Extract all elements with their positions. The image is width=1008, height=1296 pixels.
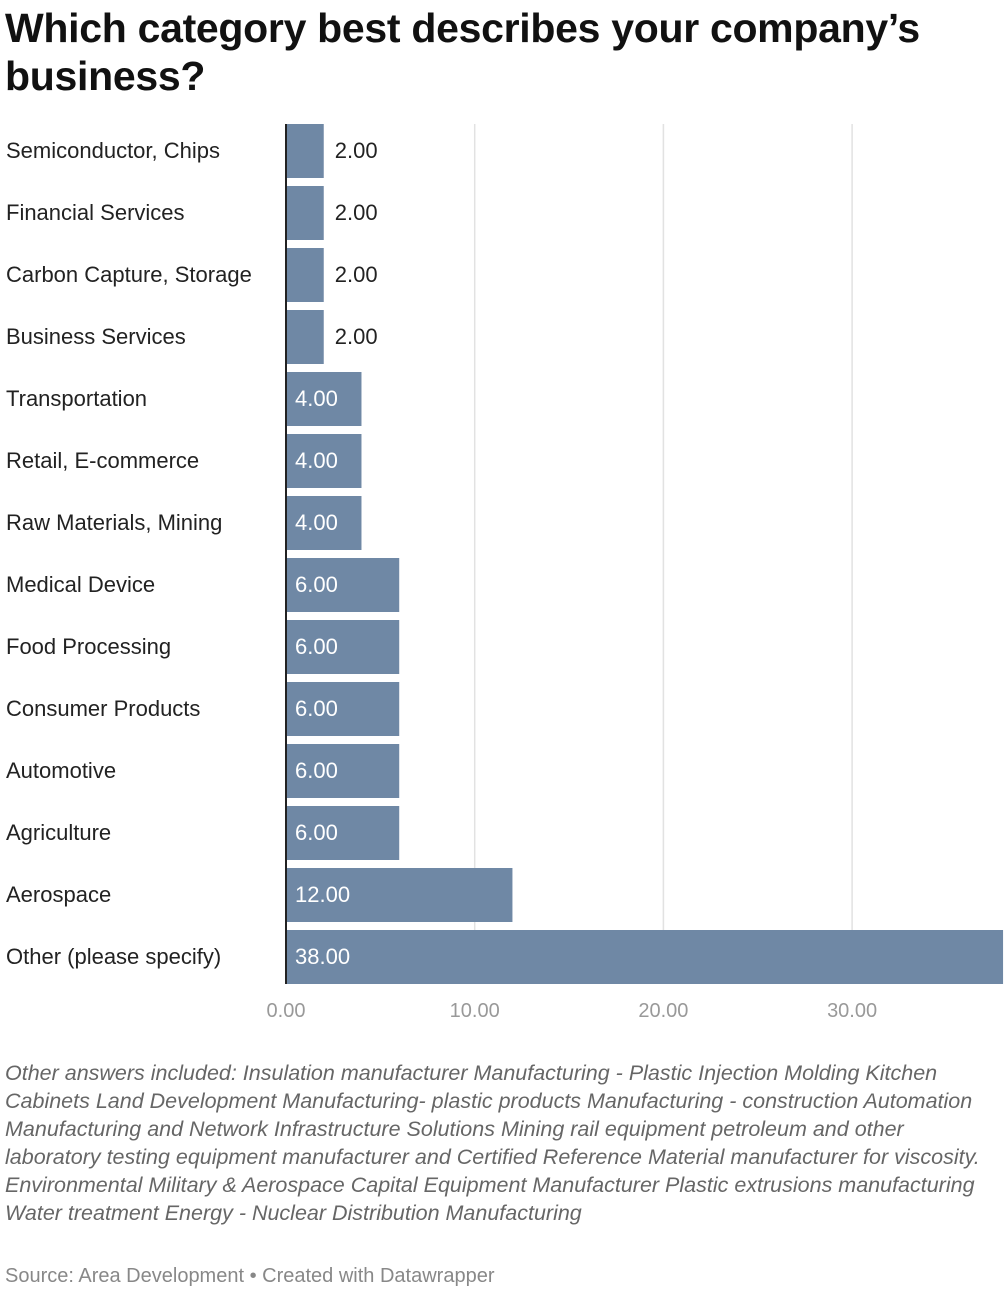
source-line: Source: Area Development • Created with … <box>5 1265 495 1287</box>
category-label: Automotive <box>6 758 116 783</box>
category-label: Other (please specify) <box>6 944 221 969</box>
x-tick-label: 10.00 <box>450 1000 500 1022</box>
bar <box>286 620 400 674</box>
category-label: Transportation <box>6 386 147 411</box>
bar-chart: 0.00 10.00 20.00 30.00 Semiconductor, Chips 2… <box>6 124 1004 1022</box>
value-label: 6.00 <box>295 634 338 659</box>
bar <box>286 806 400 860</box>
value-label: 2.00 <box>335 200 378 225</box>
value-label: 6.00 <box>295 758 338 783</box>
category-label: Aerospace <box>6 882 111 907</box>
category-label: Medical Device <box>6 572 155 597</box>
value-label: 12.00 <box>295 882 350 907</box>
bar <box>286 930 1004 984</box>
value-label: 4.00 <box>295 510 338 535</box>
category-label: Semiconductor, Chips <box>6 138 220 163</box>
value-label: 2.00 <box>335 324 378 349</box>
x-tick-label: 20.00 <box>638 1000 688 1022</box>
bar <box>286 434 362 488</box>
category-label: Raw Materials, Mining <box>6 510 222 535</box>
value-label: 4.00 <box>295 448 338 473</box>
bar <box>286 496 362 550</box>
category-label: Carbon Capture, Storage <box>6 262 252 287</box>
value-label: 2.00 <box>335 138 378 163</box>
bar <box>286 744 400 798</box>
category-label: Food Processing <box>6 634 171 659</box>
category-label: Business Services <box>6 324 186 349</box>
value-label: 6.00 <box>295 696 338 721</box>
value-label: 38.00 <box>295 944 350 969</box>
bar <box>286 186 324 240</box>
category-label: Retail, E-commerce <box>6 448 199 473</box>
value-label: 6.00 <box>295 572 338 597</box>
bar <box>286 124 324 178</box>
value-label: 4.00 <box>295 386 338 411</box>
chart-notes: Other answers included: Insulation manuf… <box>5 1061 980 1225</box>
bar <box>286 682 400 736</box>
bar <box>286 372 362 426</box>
chart-title: Which category best describes your compa… <box>5 5 920 99</box>
category-label: Consumer Products <box>6 696 200 721</box>
x-tick-label: 30.00 <box>827 1000 877 1022</box>
value-label: 2.00 <box>335 262 378 287</box>
bar <box>286 248 324 302</box>
value-label: 6.00 <box>295 820 338 845</box>
x-tick-label: 0.00 <box>267 1000 306 1022</box>
category-label: Agriculture <box>6 820 111 845</box>
bar <box>286 868 513 922</box>
category-label: Financial Services <box>6 200 185 225</box>
bar <box>286 558 400 612</box>
bar <box>286 310 324 364</box>
